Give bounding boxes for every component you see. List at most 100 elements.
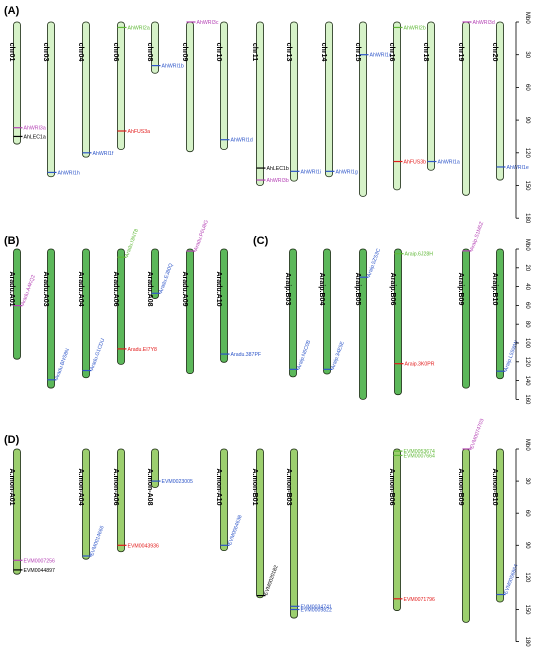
- chromosome-chr18: chr18 AhWRI1a: [422, 21, 460, 171]
- chromosome-chr11: chr11 AhLEC1b AhWRI3b: [251, 21, 289, 186]
- scale-tick-label: 60: [524, 84, 530, 91]
- panel-b: (B) Aradu.A01 Aradu.A4KQ2 Aradu.A03 Aradu.BN…: [4, 219, 261, 389]
- chromosome-bar: [151, 448, 159, 488]
- gene-label: EVM0074703: [469, 418, 485, 450]
- gene-label: AhWRI1h: [58, 170, 80, 176]
- chromosome-name: chr14: [320, 43, 327, 62]
- gene-label: AhLEC1b: [267, 166, 289, 172]
- chromosome-bar: [151, 21, 159, 74]
- chromosome-bar: [290, 21, 298, 182]
- chromosome-name: A.mon-A10: [215, 469, 222, 506]
- chromosome-bar: [323, 248, 331, 375]
- scale-tick-label: 150: [524, 180, 530, 191]
- chromosome-name: A.mon-B06: [388, 469, 395, 506]
- scale-tick-label: 0: [524, 20, 530, 24]
- chromosome-aradu-a06: Aradu.A06 Aradu.I3NT8 Aradu.EI7Y8: [112, 228, 158, 365]
- gene-label: AhWRI3b: [267, 178, 289, 184]
- chromosome-araip-b10: Araip.B10 Araip.L55WW: [491, 248, 520, 380]
- gene-label: AhWRI2b: [404, 25, 426, 31]
- scale-tick-label: 30: [524, 478, 530, 485]
- gene-label: Aradu.A4KQ2: [20, 274, 37, 306]
- panel-c: (C) Araip.B03 Araip.N6C0B Araip.B04 Araip.34…: [253, 221, 530, 405]
- scale-axis: 0 20 40 60 80 100 120 140 160 Mb: [515, 239, 530, 405]
- scale-tick-label: 180: [524, 637, 530, 648]
- chromosome-name: chr08: [146, 43, 153, 62]
- gene-label: EVM0009822: [301, 608, 333, 614]
- gene-label: EVM0023005: [162, 479, 194, 485]
- chromosome-name: Araip.B03: [284, 273, 291, 306]
- chromosome-chr09: chr09 AhWRI3c: [181, 20, 219, 153]
- chromosome-bar: [359, 248, 367, 400]
- chromosome-bar: [117, 21, 125, 150]
- chromosome-aradu-a09: Aradu.A09 Aradu.P6U8G: [181, 219, 210, 375]
- chromosome-name: chr11: [251, 43, 258, 61]
- chromosome-name: A.mon-A06: [112, 469, 119, 506]
- chromosome-chr08: chr08 AhWRI1b: [146, 21, 184, 74]
- gene-label: AhWRI1a: [438, 160, 460, 166]
- chromosome-chr03: chr03 AhWRI1h: [42, 21, 80, 178]
- scale-unit-label: Mb: [524, 239, 530, 248]
- chromosome-araip-b09: Araip.B09 Araip.S1M6Z: [457, 221, 485, 389]
- gene-label: Araip.L55WW: [503, 340, 520, 372]
- scale-tick-label: 0: [524, 447, 530, 451]
- chromosome-name: A.mon-B03: [285, 469, 292, 506]
- gene-label: EVM0044897: [24, 568, 56, 574]
- chromosome-name: chr09: [181, 43, 188, 62]
- chromosome-a-mon-a04: A.mon-A04 EVM0014666: [77, 448, 106, 560]
- chromosome-a-mon-a01: A.mon-A01 EVM0007256 EVM0044897: [8, 448, 56, 575]
- chromosome-bar: [220, 248, 228, 363]
- gene-label: AhWRI1c: [370, 53, 392, 59]
- chromosome-chr14: chr14 AhWRI1g: [320, 21, 358, 178]
- panel-a: (A) chr01 AhWRI3a AhLEC1a chr03 AhWRI1h chr04 A…: [4, 5, 530, 224]
- gene-label: AhWRI2a: [128, 25, 150, 31]
- gene-label: AhWRI1f: [93, 151, 114, 157]
- chromosome-a-mon-a08: A.mon-A08 EVM0023005: [146, 448, 194, 506]
- scale-tick-label: 20: [524, 264, 530, 271]
- chromosome-name: chr01: [8, 43, 15, 62]
- panel-label: (B): [4, 235, 20, 247]
- gene-label: EVM0056864: [503, 564, 519, 596]
- gene-label: EVM0043936: [128, 543, 160, 549]
- chromosome-chr04: chr04 AhWRI1f: [77, 21, 114, 158]
- gene-label: EVM0064638: [227, 514, 243, 546]
- scale-tick-label: 90: [524, 117, 530, 124]
- chromosome-name: Aradu.A10: [215, 271, 222, 306]
- scale-tick-label: 40: [524, 283, 530, 290]
- gene-label: AhWRI1i: [301, 169, 321, 175]
- chromosome-araip-b03: Araip.B03 Araip.N6C0B: [284, 248, 312, 378]
- gene-label: Araip.34E5E: [330, 340, 346, 370]
- gene-label: Aradu.P6U8G: [193, 219, 210, 251]
- chromosome-bar: [256, 21, 264, 186]
- gene-label: AhFUS3b: [404, 160, 427, 166]
- gene-label: AhWRI3c: [197, 20, 219, 26]
- chromosome-name: chr10: [215, 43, 222, 62]
- scale-tick-label: 140: [524, 376, 530, 387]
- gene-label: Aradu.EJ80Q: [158, 263, 174, 294]
- gene-label: Araip.S1M6Z: [469, 221, 485, 252]
- chromosome-bar: [290, 448, 298, 619]
- chromosome-name: chr18: [422, 43, 429, 62]
- gene-label: Araip.3K0PR: [405, 362, 435, 368]
- chromosome-name: Aradu.A09: [181, 271, 188, 306]
- chromosome-a-mon-b01: A.mon-B01 EVM0020182: [251, 448, 280, 599]
- scale-tick-label: 80: [524, 321, 530, 328]
- chromosome-name: chr04: [77, 43, 84, 62]
- scale-tick-label: 60: [524, 302, 530, 309]
- gene-label: EVM0071796: [404, 597, 436, 603]
- chromosome-name: chr16: [388, 43, 395, 62]
- chromosome-bar: [496, 21, 504, 181]
- gene-label: AhFUS3a: [128, 129, 151, 135]
- chromosome-bar: [496, 448, 504, 603]
- chromosome-name: Araip.B05: [354, 273, 361, 306]
- chromosome-aradu-a08: Aradu.A08 Aradu.EJ80Q: [146, 248, 175, 307]
- chromosome-name: chr06: [112, 43, 119, 62]
- chromosome-aradu-a01: Aradu.A01 Aradu.A4KQ2: [8, 248, 37, 360]
- gene-label: AhWRI1b: [162, 64, 184, 70]
- chromosome-name: A.mon-A08: [146, 469, 153, 506]
- gene-label: Aradu.EI7Y8: [128, 347, 158, 353]
- scale-axis: 0 30 60 90 120 150 180 Mb: [515, 439, 530, 648]
- gene-label: AhWRI1e: [507, 165, 529, 171]
- chromosome-name: A.mon-B09: [457, 469, 464, 506]
